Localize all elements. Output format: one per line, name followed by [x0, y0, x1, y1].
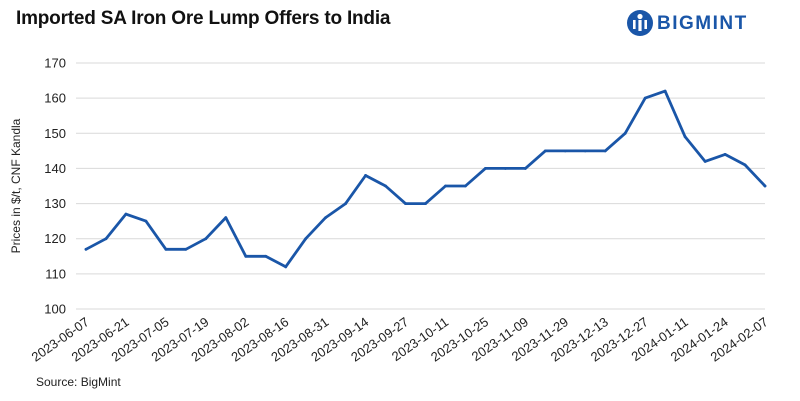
data-point	[284, 265, 288, 269]
data-point	[164, 247, 168, 251]
chart-title: Imported SA Iron Ore Lump Offers to Indi…	[16, 8, 391, 29]
data-point	[404, 202, 407, 205]
y-axis-label: Prices in $/t, CNF Kandla	[9, 118, 23, 253]
bigmint-logo-icon	[627, 10, 653, 36]
data-point	[643, 96, 647, 100]
data-point	[344, 202, 348, 205]
data-point	[304, 237, 308, 241]
data-point	[244, 254, 248, 258]
data-point	[543, 149, 547, 153]
data-point	[683, 135, 687, 139]
y-tick-label: 140	[44, 161, 66, 176]
data-point	[324, 216, 328, 220]
bigmint-logo: BIGMINT	[626, 9, 786, 43]
data-point	[224, 216, 228, 220]
data-point	[563, 149, 567, 153]
data-point	[484, 167, 487, 170]
y-axis-ticks: 100 110 120 130 140 150 160 170	[44, 56, 66, 317]
data-point	[663, 89, 667, 93]
data-point	[124, 212, 128, 216]
data-point	[703, 160, 707, 163]
y-tick-label: 110	[45, 266, 66, 281]
data-point	[603, 149, 607, 153]
y-tick-label: 100	[44, 302, 66, 317]
data-point	[444, 184, 447, 188]
series-line	[84, 89, 767, 269]
data-point	[583, 149, 587, 153]
data-point	[144, 219, 148, 223]
y-tick-label: 170	[44, 56, 66, 71]
gridlines	[76, 62, 765, 310]
data-point	[84, 247, 88, 251]
y-tick-label: 130	[44, 196, 66, 211]
data-point	[424, 202, 427, 205]
data-point	[364, 174, 367, 177]
data-point	[384, 184, 387, 188]
data-point	[743, 163, 747, 167]
brand-name: BIGMINT	[657, 13, 748, 34]
data-point	[184, 247, 188, 251]
data-point	[523, 167, 527, 170]
x-axis-ticks: 2023-06-072023-06-212023-07-052023-07-19…	[29, 314, 771, 364]
source-note: Source: BigMint	[36, 375, 121, 389]
series-layer	[84, 89, 767, 269]
data-point	[204, 237, 208, 241]
data-point	[104, 237, 108, 241]
data-point	[503, 167, 507, 170]
data-point	[464, 184, 467, 188]
y-tick-label: 120	[44, 231, 66, 246]
y-tick-label: 150	[44, 126, 66, 141]
y-tick-label: 160	[44, 91, 66, 106]
data-point	[723, 152, 727, 156]
data-point	[264, 254, 268, 258]
data-point	[763, 184, 767, 188]
data-point	[623, 131, 627, 135]
